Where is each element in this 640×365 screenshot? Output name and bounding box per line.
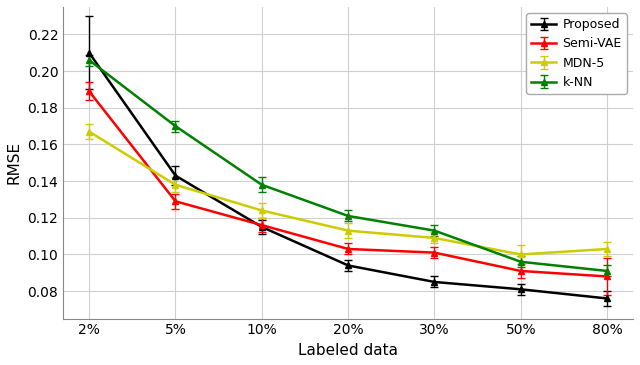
Y-axis label: RMSE: RMSE: [7, 141, 22, 184]
X-axis label: Labeled data: Labeled data: [298, 343, 398, 358]
Legend: Proposed, Semi-VAE, MDN-5, k-NN: Proposed, Semi-VAE, MDN-5, k-NN: [526, 13, 627, 94]
